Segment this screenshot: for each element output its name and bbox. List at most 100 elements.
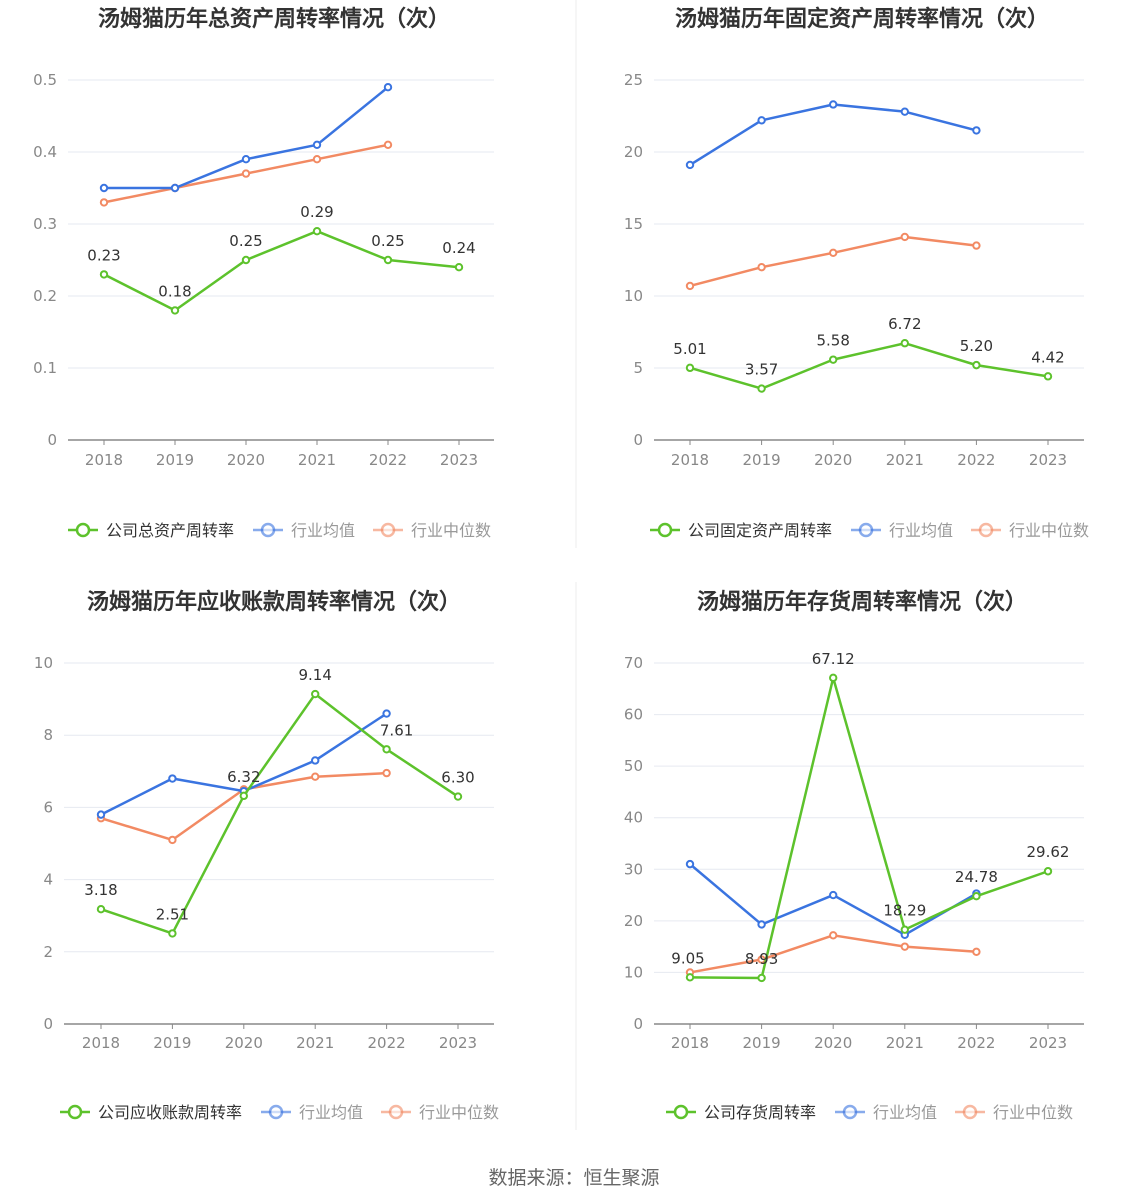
x-tick-label: 2021 <box>298 451 336 469</box>
y-tick-label: 15 <box>624 215 643 233</box>
x-tick-label: 2018 <box>85 451 123 469</box>
y-tick-label: 10 <box>624 963 643 981</box>
data-label: 3.57 <box>745 361 778 379</box>
data-point-company <box>972 892 981 901</box>
chart-title: 汤姆猫历年固定资产周转率情况（次） <box>675 6 1049 32</box>
y-tick-label: 0 <box>633 431 643 449</box>
data-point-median <box>900 942 909 951</box>
legend-marker-company <box>673 1104 689 1120</box>
legend-marker-median <box>962 1104 978 1120</box>
y-tick-label: 30 <box>624 860 643 878</box>
data-point-company <box>900 925 909 934</box>
y-tick-label: 10 <box>624 287 643 305</box>
data-point-average <box>900 107 909 116</box>
y-tick-label: 50 <box>624 757 643 775</box>
x-tick-label: 2021 <box>886 1034 924 1052</box>
y-tick-label: 0.2 <box>33 287 57 305</box>
x-tick-label: 2020 <box>227 451 265 469</box>
data-point-median <box>241 169 251 178</box>
y-tick-label: 25 <box>624 71 643 89</box>
data-point-company <box>241 255 251 265</box>
data-point-median <box>829 248 838 258</box>
data-point-company <box>1043 867 1053 876</box>
series-line-company <box>689 676 1049 980</box>
data-point-median <box>312 155 322 164</box>
data-point-median <box>757 263 766 272</box>
data-label: 0.24 <box>442 239 475 257</box>
legend-label-average: 行业均值 <box>873 1103 937 1122</box>
data-point-median <box>99 198 109 207</box>
series-line-average <box>689 103 977 167</box>
legend-marker-median <box>380 522 396 538</box>
data-point-company <box>96 905 106 914</box>
data-label: 6.32 <box>227 768 260 786</box>
data-label: 0.29 <box>300 203 333 221</box>
x-tick-label: 2019 <box>743 1034 781 1052</box>
data-point-average <box>757 920 766 929</box>
data-point-average <box>168 774 177 783</box>
legend-marker-average <box>260 522 276 538</box>
data-point-company <box>757 973 766 983</box>
x-tick-label: 2018 <box>671 451 709 469</box>
data-label: 24.78 <box>955 868 998 886</box>
data-label: 2.51 <box>156 905 189 923</box>
chart-title: 汤姆猫历年存货周转率情况（次） <box>697 589 1027 615</box>
data-label: 7.61 <box>380 721 413 739</box>
y-tick-label: 2 <box>43 943 53 961</box>
x-tick-label: 2023 <box>1029 1034 1067 1052</box>
y-tick-label: 5 <box>633 359 643 377</box>
legend-marker-company <box>657 522 673 538</box>
data-point-company <box>239 791 249 801</box>
data-point-median <box>829 931 838 940</box>
data-point-median <box>900 232 909 242</box>
data-point-median <box>685 281 695 291</box>
data-point-company <box>453 792 463 801</box>
series-line-company <box>100 692 459 935</box>
data-point-average <box>170 183 180 193</box>
x-tick-label: 2023 <box>1029 451 1067 469</box>
data-point-company <box>168 929 177 938</box>
series-line-median <box>689 934 977 974</box>
data-point-median <box>382 768 391 778</box>
x-tick-label: 2022 <box>369 451 407 469</box>
y-tick-label: 8 <box>43 726 53 744</box>
legend-label-average: 行业均值 <box>889 521 953 540</box>
data-point-company <box>383 255 393 265</box>
data-label: 5.01 <box>673 340 706 358</box>
legend-label-company: 公司总资产周转率 <box>106 521 234 540</box>
y-tick-label: 40 <box>624 809 643 827</box>
data-point-median <box>383 140 393 150</box>
data-point-average <box>829 100 838 109</box>
x-tick-label: 2018 <box>671 1034 709 1052</box>
y-tick-label: 0.3 <box>33 215 57 233</box>
data-point-company <box>99 270 109 279</box>
chart-panel-inventory-turnover: 汤姆猫历年存货周转率情况（次） 0 10 20 30 40 50 60 70 2018 2019 20… <box>624 589 1084 1122</box>
data-label: 5.20 <box>960 337 993 355</box>
data-point-company <box>311 689 320 699</box>
data-point-company <box>685 363 695 373</box>
chart-panel-receivables-turnover: 汤姆猫历年应收账款周转率情况（次） 0 2 4 6 8 10 2018 2019 2020 2021… <box>34 589 499 1122</box>
legend-label-median: 行业中位数 <box>419 1103 499 1122</box>
legend-label-company: 公司固定资产周转率 <box>688 521 832 540</box>
y-tick-label: 0 <box>43 1015 53 1033</box>
data-label: 0.18 <box>158 282 191 300</box>
data-point-company <box>829 355 838 364</box>
data-label: 5.58 <box>816 332 849 350</box>
x-tick-label: 2019 <box>156 451 194 469</box>
data-label: 0.25 <box>371 232 404 250</box>
series-line-average <box>689 863 978 937</box>
y-tick-label: 0.4 <box>33 143 57 161</box>
legend-marker-company <box>67 1104 83 1120</box>
data-label: 18.29 <box>883 902 926 920</box>
data-point-company <box>900 339 909 348</box>
data-point-average <box>312 140 322 150</box>
data-point-average <box>241 155 251 164</box>
data-point-company <box>312 227 322 236</box>
data-point-average <box>685 859 695 869</box>
legend-marker-company <box>75 522 91 538</box>
data-point-company <box>972 360 981 370</box>
data-point-company <box>757 384 766 393</box>
y-tick-label: 0.1 <box>33 359 57 377</box>
data-label: 8.93 <box>745 950 778 968</box>
data-point-company <box>454 263 464 272</box>
